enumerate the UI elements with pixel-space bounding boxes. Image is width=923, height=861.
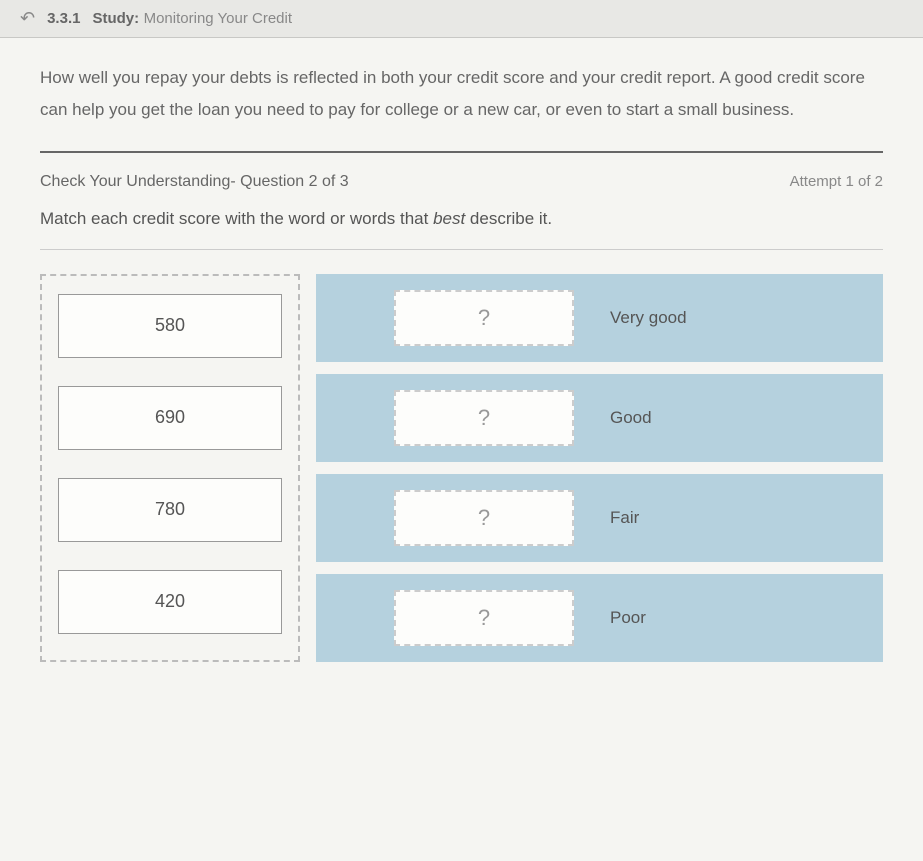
attempt-label: Attempt 1 of 2 bbox=[790, 173, 883, 190]
study-title: Monitoring Your Credit bbox=[144, 10, 292, 27]
drop-row: ? Fair bbox=[316, 474, 883, 562]
drop-zone[interactable]: ? bbox=[394, 490, 574, 546]
drop-label: Very good bbox=[610, 308, 687, 328]
question-header: Check Your Understanding- Question 2 of … bbox=[40, 173, 883, 191]
question-prompt: Match each credit score with the word or… bbox=[40, 209, 883, 229]
back-icon[interactable]: ↶ bbox=[20, 8, 35, 29]
section-number: 3.3.1 bbox=[47, 10, 80, 27]
drop-zone[interactable]: ? bbox=[394, 590, 574, 646]
drop-zone[interactable]: ? bbox=[394, 290, 574, 346]
prompt-before: Match each credit score with the word or… bbox=[40, 209, 433, 228]
drag-item[interactable]: 690 bbox=[58, 386, 282, 450]
prompt-after: describe it. bbox=[465, 209, 552, 228]
study-label: Study: bbox=[92, 10, 139, 27]
drag-item[interactable]: 580 bbox=[58, 294, 282, 358]
prompt-italic: best bbox=[433, 209, 465, 228]
content-area: How well you repay your debts is reflect… bbox=[0, 38, 923, 686]
thin-divider bbox=[40, 249, 883, 250]
drag-item[interactable]: 780 bbox=[58, 478, 282, 542]
drop-label: Fair bbox=[610, 508, 639, 528]
drop-zone[interactable]: ? bbox=[394, 390, 574, 446]
drag-item[interactable]: 420 bbox=[58, 570, 282, 634]
question-label: Check Your Understanding- Question 2 of … bbox=[40, 173, 349, 191]
drop-row: ? Good bbox=[316, 374, 883, 462]
section-divider bbox=[40, 151, 883, 153]
drop-target-column: ? Very good ? Good ? Fair ? Poor bbox=[316, 274, 883, 662]
match-area: 580 690 780 420 ? Very good ? Good ? Fai… bbox=[40, 274, 883, 662]
drop-row: ? Poor bbox=[316, 574, 883, 662]
drop-row: ? Very good bbox=[316, 274, 883, 362]
header-bar: ↶ 3.3.1 Study: Monitoring Your Credit bbox=[0, 0, 923, 38]
intro-text: How well you repay your debts is reflect… bbox=[40, 62, 883, 127]
drag-source-column: 580 690 780 420 bbox=[40, 274, 300, 662]
drop-label: Poor bbox=[610, 608, 646, 628]
drop-label: Good bbox=[610, 408, 652, 428]
